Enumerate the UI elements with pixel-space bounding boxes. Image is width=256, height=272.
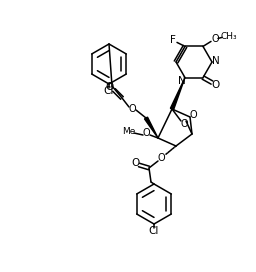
Text: O: O (106, 82, 114, 92)
Text: Cl: Cl (149, 226, 159, 236)
Text: F: F (170, 35, 176, 45)
Text: CH₃: CH₃ (221, 32, 237, 41)
Text: N: N (212, 56, 220, 66)
Text: O: O (131, 158, 139, 168)
Text: O: O (189, 110, 197, 120)
Text: Cl: Cl (104, 86, 114, 96)
Polygon shape (170, 78, 185, 110)
Polygon shape (144, 117, 158, 138)
Text: O: O (211, 35, 219, 44)
Text: Me: Me (122, 128, 136, 137)
Text: N: N (178, 76, 186, 86)
Text: O: O (157, 153, 165, 163)
Text: O: O (142, 128, 150, 138)
Text: O: O (180, 119, 188, 129)
Text: O: O (212, 80, 220, 89)
Text: O: O (128, 104, 136, 114)
